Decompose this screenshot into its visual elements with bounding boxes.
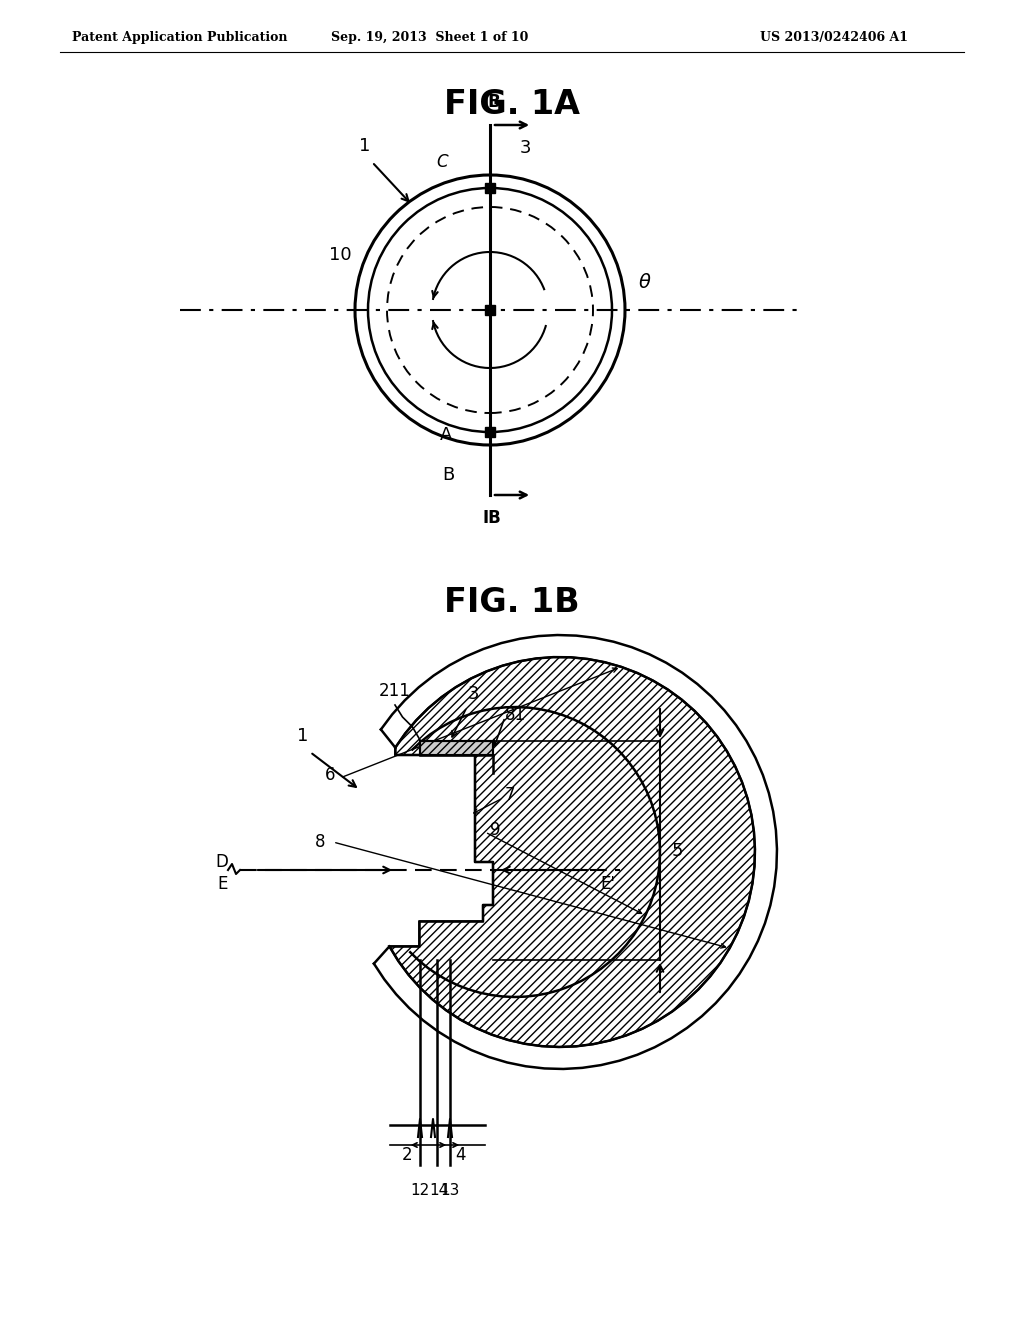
Text: FIG. 1A: FIG. 1A <box>444 88 580 121</box>
Text: 6: 6 <box>325 766 335 784</box>
Bar <box>485 183 495 193</box>
Text: 3: 3 <box>520 139 531 157</box>
Text: 14: 14 <box>429 1183 449 1199</box>
Text: 3: 3 <box>467 685 479 704</box>
Text: D: D <box>215 853 228 871</box>
Text: $\theta$: $\theta$ <box>638 272 651 292</box>
Text: 5: 5 <box>672 842 683 859</box>
Text: A: A <box>439 426 452 444</box>
Text: 12: 12 <box>411 1183 430 1199</box>
Text: C: C <box>436 153 449 172</box>
Text: 1: 1 <box>359 137 371 154</box>
Bar <box>485 426 495 437</box>
Text: 4: 4 <box>455 1146 466 1164</box>
Text: 10: 10 <box>329 246 351 264</box>
Text: 1: 1 <box>297 727 308 744</box>
Text: 13: 13 <box>440 1183 460 1199</box>
Text: US 2013/0242406 A1: US 2013/0242406 A1 <box>760 30 908 44</box>
Bar <box>420 741 493 755</box>
Text: 2: 2 <box>401 1146 412 1164</box>
Text: Sep. 19, 2013  Sheet 1 of 10: Sep. 19, 2013 Sheet 1 of 10 <box>332 30 528 44</box>
Bar <box>485 305 495 315</box>
Text: B: B <box>442 466 455 484</box>
Text: IB: IB <box>482 510 502 527</box>
Polygon shape <box>389 657 755 1047</box>
Text: IB: IB <box>482 92 502 111</box>
Text: FIG. 1B: FIG. 1B <box>444 586 580 619</box>
Text: Patent Application Publication: Patent Application Publication <box>72 30 288 44</box>
Text: E': E' <box>600 875 615 894</box>
Text: E: E <box>218 875 228 894</box>
Text: 9: 9 <box>489 821 501 840</box>
Text: 8: 8 <box>314 833 326 851</box>
Text: 7: 7 <box>505 785 515 804</box>
Text: 211: 211 <box>379 682 411 700</box>
Text: 81: 81 <box>505 706 526 723</box>
